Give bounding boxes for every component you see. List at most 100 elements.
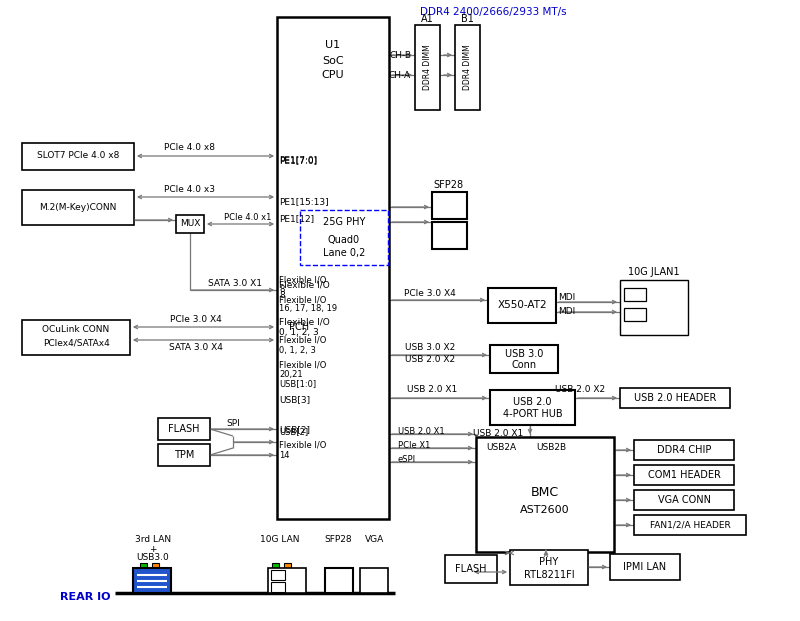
Text: PCIe 4.0 x1: PCIe 4.0 x1 [224,212,272,222]
Bar [300,210,388,265]
Text: DDR4 CHIP: DDR4 CHIP [657,445,711,455]
Text: VGA: VGA [366,535,385,545]
Text: 8: 8 [279,284,284,294]
Bar [634,465,734,485]
Bar [620,280,688,335]
Text: 10G LAN: 10G LAN [260,535,300,545]
Text: USB[3]: USB[3] [279,396,310,404]
Text: 16, 17, 18, 19: 16, 17, 18, 19 [279,304,337,314]
Text: REAR IO: REAR IO [60,592,110,602]
Text: 8: 8 [279,291,285,299]
Text: DDR4 2400/2666/2933 MT/s: DDR4 2400/2666/2933 MT/s [420,7,566,17]
Text: USB 2.0 X2: USB 2.0 X2 [405,355,455,365]
Text: AST2600: AST2600 [520,505,570,515]
Text: 0, 1, 2, 3: 0, 1, 2, 3 [279,345,316,355]
Text: Flexible I/O: Flexible I/O [279,281,330,289]
Text: Flexible I/O: Flexible I/O [279,361,326,369]
Bar [634,490,734,510]
Text: USB 2.0 X2: USB 2.0 X2 [555,386,605,394]
Text: USB 2.0 X1: USB 2.0 X1 [407,386,457,394]
Text: PE1[15:13]: PE1[15:13] [279,197,329,207]
Text: CPU: CPU [322,70,344,80]
Bar [432,222,467,249]
Text: TPM: TPM [174,450,194,460]
Text: PCIe 4.0 x3: PCIe 4.0 x3 [165,184,215,194]
Text: 10G JLAN1: 10G JLAN1 [628,267,680,277]
Bar [152,563,159,568]
Text: Flexible I/O: Flexible I/O [279,335,326,345]
Text: SFP28: SFP28 [324,535,352,545]
Bar [277,17,389,519]
Text: PE1[7:0]: PE1[7:0] [279,155,317,165]
Text: PE1[12]: PE1[12] [279,214,314,224]
Text: OCuLink CONN: OCuLink CONN [42,325,110,335]
Text: 0, 1, 2, 3: 0, 1, 2, 3 [279,327,318,337]
Bar [634,440,734,460]
Text: 25G PHY: 25G PHY [323,217,365,227]
Text: X550-AT2: X550-AT2 [497,301,547,310]
Bar [271,582,285,592]
Bar [268,568,306,593]
Bar [624,308,646,321]
Text: M.2(M-Key)CONN: M.2(M-Key)CONN [39,202,117,212]
Bar [490,390,575,425]
Text: USB2B: USB2B [536,443,566,451]
Bar [488,288,556,323]
Bar [415,25,440,110]
Text: PCIe 3.0 X4: PCIe 3.0 X4 [404,289,456,297]
Text: RTL8211FI: RTL8211FI [524,570,574,580]
Text: MDI: MDI [558,294,575,302]
Bar [158,418,210,440]
Bar [140,563,147,568]
Text: SATA 3.0 X4: SATA 3.0 X4 [169,343,223,353]
Text: USB 2.0 HEADER: USB 2.0 HEADER [634,393,716,403]
Text: USB[1:0]: USB[1:0] [279,379,316,389]
Text: A1: A1 [421,14,434,24]
Text: 14: 14 [279,450,290,460]
Bar [22,320,130,355]
Text: Flexible I/O: Flexible I/O [279,440,326,450]
Text: FLASH: FLASH [168,424,200,434]
Bar [158,444,210,466]
Text: SLOT7 PCIe 4.0 x8: SLOT7 PCIe 4.0 x8 [37,152,119,160]
Bar [620,283,626,289]
Bar [360,568,388,593]
Text: SATA 3.0 X1: SATA 3.0 X1 [208,278,262,288]
Bar [284,563,291,568]
Text: COM1 HEADER: COM1 HEADER [647,470,721,480]
Bar [620,388,730,408]
Bar [271,570,285,580]
Bar [610,554,680,580]
Text: DDR4 DIMM: DDR4 DIMM [463,45,472,91]
Bar [445,555,497,583]
Text: Conn: Conn [511,360,537,370]
Text: PCIe 4.0 x8: PCIe 4.0 x8 [165,143,215,153]
Text: eSPI: eSPI [398,455,416,465]
Bar [510,550,588,585]
Text: MUX: MUX [180,219,200,229]
Text: 20,21: 20,21 [279,371,302,379]
Bar [22,190,134,225]
Text: 3rd LAN: 3rd LAN [135,535,171,545]
Bar [620,325,626,331]
Bar [490,345,558,373]
Text: PCIe X1: PCIe X1 [398,442,430,450]
Text: USB[2]: USB[2] [279,427,308,437]
Text: USB[2]: USB[2] [279,425,310,435]
Text: PCIe 3.0 X4: PCIe 3.0 X4 [170,315,222,325]
Bar [455,25,480,110]
Text: USB 3.0: USB 3.0 [505,349,543,359]
Bar [325,568,353,593]
Text: VGA CONN: VGA CONN [658,495,710,505]
Text: CH-B: CH-B [389,50,411,60]
Bar [634,515,746,535]
Bar [272,563,279,568]
Text: SoC: SoC [322,56,344,66]
Text: PCH: PCH [289,322,309,332]
Text: FLASH: FLASH [455,564,486,574]
Text: BMC: BMC [531,486,559,499]
Bar [628,325,634,331]
Text: Quad0: Quad0 [328,235,360,245]
Bar [628,283,634,289]
Text: Lane 0,2: Lane 0,2 [323,248,365,258]
